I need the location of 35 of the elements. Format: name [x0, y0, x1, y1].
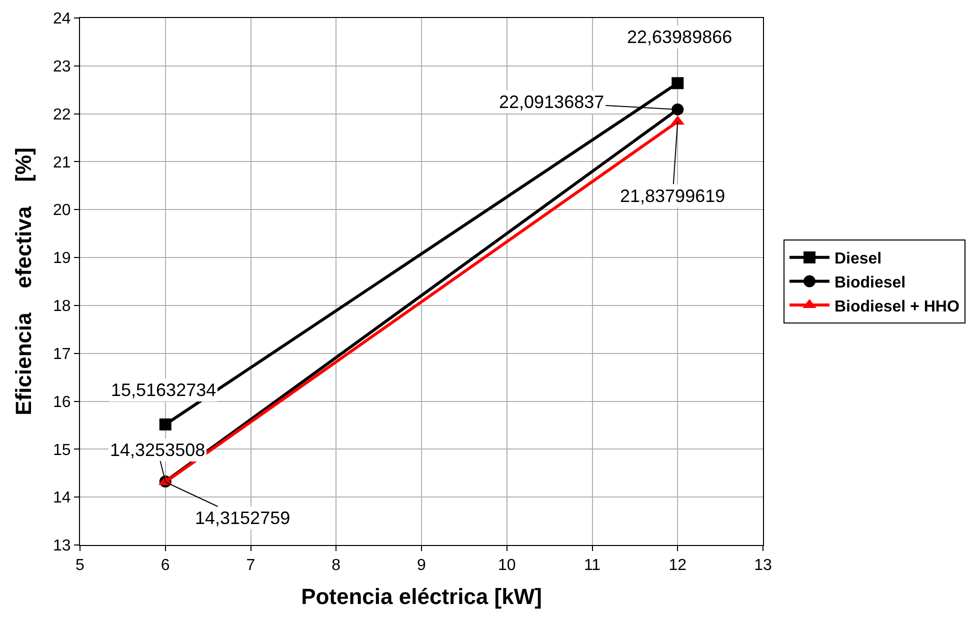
- data-label: 14,3152759: [195, 508, 290, 528]
- y-axis-title: Eficiencia efectiva [%]: [10, 148, 36, 416]
- y-tick-label: 17: [53, 346, 71, 363]
- data-label: 22,63989866: [627, 27, 732, 47]
- point: [159, 418, 172, 430]
- x-tick-label: 11: [584, 557, 601, 574]
- x-tick-label: 12: [668, 557, 687, 574]
- data-label: 14,3253508: [110, 440, 206, 460]
- y-tick-label: 15: [53, 442, 71, 459]
- data-label: 22,09136837: [499, 92, 604, 112]
- point: [672, 103, 684, 116]
- x-tick-label: 7: [246, 557, 256, 574]
- y-tick-label: 22: [53, 106, 71, 124]
- x-tick-label: 9: [417, 557, 426, 574]
- y-tick-label: 19: [53, 250, 71, 268]
- y-tick-label: 14: [53, 490, 71, 507]
- y-tick-label: 16: [53, 394, 71, 411]
- data-label: 21,83799619: [620, 186, 726, 206]
- y-tick-label: 23: [53, 58, 71, 76]
- y-tick-label: 18: [53, 298, 71, 316]
- legend-label: Diesel: [834, 250, 882, 268]
- legend-label: Biodiesel + HHO: [834, 298, 960, 316]
- y-tick-label: 24: [53, 10, 71, 28]
- point: [672, 77, 684, 90]
- y-tick-label: 13: [53, 538, 71, 555]
- x-tick-label: 13: [754, 557, 772, 574]
- x-axis-title: Potencia eléctrica [kW]: [301, 584, 542, 610]
- legend-label: Biodiesel: [834, 274, 906, 292]
- x-tick-label: 8: [332, 557, 341, 574]
- x-tick-label: 5: [76, 557, 85, 574]
- x-tick-label: 10: [498, 557, 516, 574]
- y-tick-label: 21: [53, 154, 71, 172]
- data-label: 15,51632734: [111, 380, 216, 400]
- y-tick-label: 20: [53, 202, 71, 220]
- x-tick-label: 6: [160, 557, 170, 574]
